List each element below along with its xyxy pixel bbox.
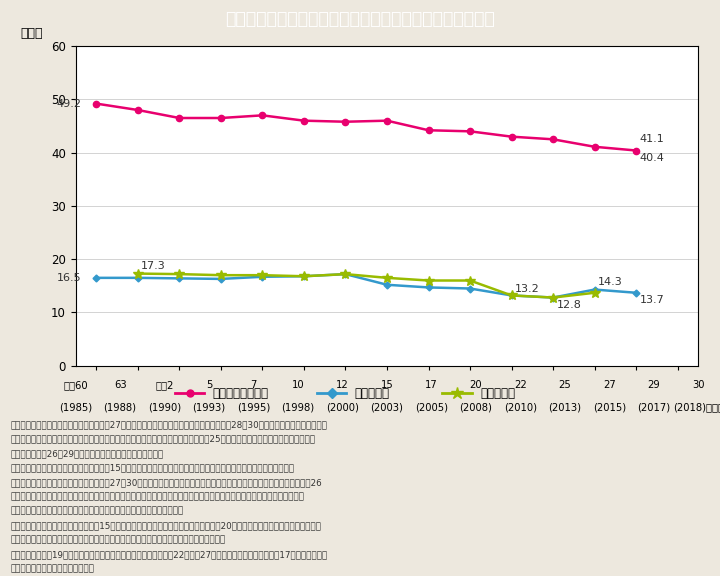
Text: （備考）１．「基幹的農業従事者」は平成27年以前は農林水産省「農林業センサス」、平成28～30年は「農業構造動態調査」よ: （備考）１．「基幹的農業従事者」は平成27年以前は農林水産省「農林業センサス」、… [11,420,328,429]
Text: (1985): (1985) [59,402,92,412]
Text: (2018)（年）: (2018)（年） [673,402,720,412]
Text: 41.1: 41.1 [639,134,664,143]
Text: (1990): (1990) [148,402,181,412]
Text: 13.7: 13.7 [639,295,664,305]
Text: 昭和60: 昭和60 [63,380,88,390]
Text: 域並びに南相馬市、川俣町及び川内村の一部地域。）を除く。: 域並びに南相馬市、川俣町及び川内村の一部地域。）を除く。 [11,507,184,516]
Text: ３．「基幹的農業従事者」の平成27～30年値は、東京電力福島第１原子力発電所の事故による避難指示区域（平成26: ３．「基幹的農業従事者」の平成27～30年値は、東京電力福島第１原子力発電所の事… [11,478,323,487]
Text: 漁業経営体であれば、非沿海市区町村に居住していても「漁業就業者」に含む。: 漁業経営体であれば、非沿海市区町村に居住していても「漁業就業者」に含む。 [11,536,226,544]
Text: 22: 22 [514,380,527,390]
Text: 12: 12 [336,380,349,390]
Text: 63: 63 [114,380,127,390]
Text: 平成2: 平成2 [156,380,174,390]
Text: 17.3: 17.3 [141,262,166,271]
Text: 平成26～29年は「漁業就業動向調査」より作成。: 平成26～29年は「漁業就業動向調査」より作成。 [11,449,164,458]
Text: 20: 20 [469,380,482,390]
Text: 40.4: 40.4 [639,153,665,162]
Text: 17: 17 [425,380,438,390]
Text: り作成。「林業就業者」は総務省「国勢調査」及び「漁業就業者」は平成25年までは農林水産省「漁業センサス」、: り作成。「林業就業者」は総務省「国勢調査」及び「漁業就業者」は平成25年までは農… [11,435,316,444]
Text: 15: 15 [381,380,393,390]
Text: ２．「基幹的農業従事者」とは、15歳以上の農家世帯員のうち、ふだん仕事として主に農業に従事している者: ２．「基幹的農業従事者」とは、15歳以上の農家世帯員のうち、ふだん仕事として主に… [11,464,295,472]
Text: (2017): (2017) [637,402,670,412]
Text: (2015): (2015) [593,402,626,412]
Text: (1993): (1993) [192,402,225,412]
Text: 16.5: 16.5 [57,273,82,283]
Text: (2010): (2010) [504,402,537,412]
Text: 30: 30 [692,380,705,390]
Y-axis label: （％）: （％） [21,26,43,40]
Text: 49.2: 49.2 [57,98,82,109]
Text: 25: 25 [559,380,571,390]
Text: 基幹的農業従事者: 基幹的農業従事者 [212,386,269,400]
Text: 14.3: 14.3 [598,277,623,287]
Text: 29: 29 [647,380,660,390]
Text: (2008): (2008) [459,402,492,412]
Text: (2005): (2005) [415,402,448,412]
Text: 5: 5 [206,380,212,390]
Text: 7: 7 [251,380,257,390]
Text: ４．「漁業就業者」は、平成15年までは沿海市区町村に居住する者のみ。平成20年以降は、雇われ先が沿海市区町村の: ４．「漁業就業者」は、平成15年までは沿海市区町村に居住する者のみ。平成20年以… [11,521,322,530]
Text: 林業就業者: 林業就業者 [355,386,390,400]
Text: (1988): (1988) [104,402,137,412]
Text: (2013): (2013) [549,402,582,412]
Text: ５．平成19年の「日本標準産業分類」の改訂により、平成22年及び27年の「林業就業者」は、平成17年以前の値と必: ５．平成19年の「日本標準産業分類」の改訂により、平成22年及び27年の「林業就… [11,550,328,559]
Text: Ｉ－４－３図　農林漁業就業者に占める女性の割合の推移: Ｉ－４－３図 農林漁業就業者に占める女性の割合の推移 [225,10,495,28]
Text: 漁業就業者: 漁業就業者 [480,386,515,400]
Text: 27: 27 [603,380,616,390]
Text: (2003): (2003) [371,402,403,412]
Text: (2000): (2000) [326,402,359,412]
Text: 12.8: 12.8 [557,300,581,310]
Text: (1998): (1998) [282,402,315,412]
Text: ずしも連続していない。: ずしも連続していない。 [11,564,95,573]
Text: (1995): (1995) [237,402,270,412]
Text: 13.2: 13.2 [515,284,539,294]
Text: 年４月１日時点の避難指示区域である、福島県楢葉町、富岡町、大熊町、双葉町、浪江町、葛尾村及び飯舘村の全: 年４月１日時点の避難指示区域である、福島県楢葉町、富岡町、大熊町、双葉町、浪江町… [11,492,305,501]
Text: 10: 10 [292,380,305,390]
